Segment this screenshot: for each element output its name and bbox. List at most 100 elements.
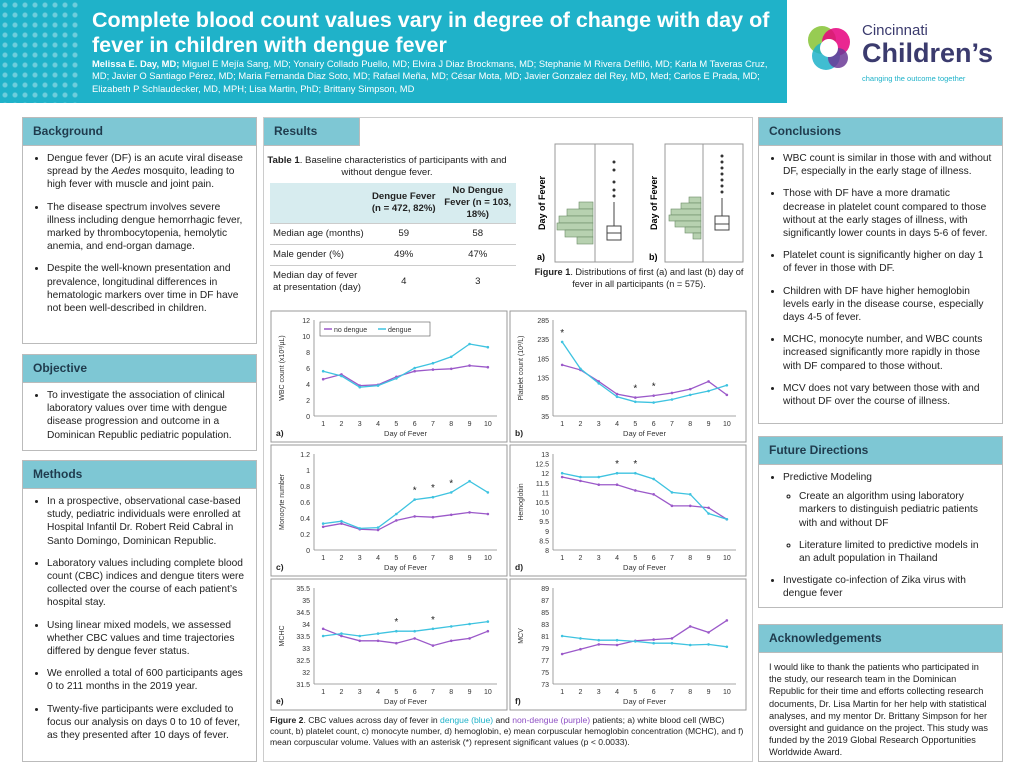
y-tick-label: 34 <box>302 622 310 629</box>
table-row: Median age (months) 59 58 <box>270 223 516 245</box>
y-tick-label: 185 <box>537 356 549 363</box>
data-point <box>670 491 674 494</box>
y-tick-label: 35.5 <box>296 586 310 593</box>
y-tick-label: 4 <box>306 382 310 389</box>
y-tick-label: 31.5 <box>296 682 310 689</box>
x-tick-label: 4 <box>376 421 380 428</box>
table1-caption: Table 1. Baseline characteristics of par… <box>262 155 512 179</box>
list-item: In a prospective, observational case-bas… <box>47 495 246 548</box>
x-tick-label: 10 <box>484 689 492 696</box>
data-point <box>395 519 398 522</box>
y-tick-label: 9 <box>545 529 549 536</box>
figure2-caption-text: . CBC values across day of fever in <box>303 715 441 725</box>
y-tick-label: 77 <box>541 658 549 665</box>
figure2-caption-and: and <box>493 715 513 725</box>
y-tick-label: 81 <box>541 634 549 641</box>
chart-frame <box>270 578 508 711</box>
x-tick-label: 7 <box>431 555 435 562</box>
fig1b-label: b) <box>649 252 658 262</box>
methods-heading: Methods <box>23 461 256 489</box>
objective-panel: Objective To investigate the association… <box>22 354 257 451</box>
author-list: Melissa E. Day, MD; Miguel E Mejía Sang,… <box>92 58 782 95</box>
data-point <box>615 483 619 487</box>
x-tick-label: 4 <box>615 555 619 562</box>
data-point <box>560 475 564 479</box>
data-point <box>615 395 619 399</box>
data-point <box>688 393 692 397</box>
future-list: Predictive Modeling Create an algorithm … <box>759 471 1002 601</box>
table1-caption-text: . Baseline characteristics of participan… <box>299 155 507 178</box>
data-point <box>615 643 619 647</box>
data-point <box>449 625 453 628</box>
x-tick-label: 9 <box>468 555 472 562</box>
x-tick-label: 9 <box>468 689 472 696</box>
x-tick-label: 4 <box>615 689 619 696</box>
y-tick-label: 32.5 <box>296 658 310 665</box>
background-list: Dengue fever (DF) is an acute viral dise… <box>23 152 256 315</box>
y-tick-label: 235 <box>537 337 549 344</box>
data-point <box>376 528 380 532</box>
y-tick-label: 89 <box>541 586 549 593</box>
data-point <box>431 368 435 371</box>
table1-caption-label: Table 1 <box>267 155 300 166</box>
data-point <box>725 645 729 649</box>
data-point <box>634 471 637 475</box>
data-point <box>670 641 674 645</box>
fig1b-outliers <box>720 154 724 194</box>
data-point <box>597 638 601 642</box>
x-tick-label: 2 <box>339 421 343 428</box>
significance-asterisk: * <box>615 459 619 470</box>
y-tick-label: 35 <box>302 598 310 605</box>
x-tick-label: 9 <box>707 555 711 562</box>
data-point <box>321 377 325 381</box>
y-tick-label: 12 <box>541 471 549 478</box>
significance-asterisk: * <box>431 483 435 494</box>
figure1-caption: Figure 1. Distributions of first (a) and… <box>534 266 744 290</box>
data-point <box>634 400 637 404</box>
data-point <box>468 637 471 640</box>
background-panel: Background Dengue fever (DF) is an acute… <box>22 117 257 344</box>
y-tick-label: 6 <box>306 366 310 373</box>
y-axis-label: WBC count (x10³/µL) <box>279 335 286 401</box>
data-point <box>321 522 325 525</box>
x-tick-label: 9 <box>468 421 472 428</box>
y-tick-label: 34.5 <box>296 610 310 617</box>
x-tick-label: 2 <box>339 555 343 562</box>
x-tick-label: 3 <box>597 421 601 428</box>
data-point <box>449 355 453 359</box>
data-point <box>449 639 453 643</box>
conclusions-heading: Conclusions <box>759 118 1002 146</box>
data-point <box>688 643 692 647</box>
x-tick-label: 1 <box>560 555 564 562</box>
list-item: Using linear mixed models, we assessed w… <box>47 619 246 659</box>
x-tick-label: 3 <box>358 421 362 428</box>
table-cell: Median age (months) <box>270 223 368 245</box>
panel-label: b) <box>515 428 523 438</box>
data-point <box>358 639 362 643</box>
objective-list: To investigate the association of clinic… <box>23 389 256 442</box>
table-header: Dengue Fever (n = 472, 82%) <box>367 183 440 224</box>
data-point <box>431 627 435 631</box>
table-cell: Male gender (%) <box>270 244 368 266</box>
series-line-no-dengue <box>323 511 488 531</box>
logo-text-main: Children’s <box>862 38 994 68</box>
x-tick-label: 2 <box>578 689 582 696</box>
x-tick-label: 7 <box>670 421 674 428</box>
logo-mark-icon <box>808 26 850 70</box>
x-tick-label: 5 <box>394 555 398 562</box>
data-point <box>376 526 380 529</box>
data-point <box>340 519 343 523</box>
list-item: MCHC, monocyte number, and WBC counts in… <box>783 333 992 373</box>
data-point <box>652 401 655 404</box>
data-point <box>560 340 564 344</box>
ack-text: I would like to thank the patients who p… <box>769 662 988 758</box>
table-header: No Dengue Fever (n = 103, 18%) <box>439 183 516 224</box>
list-item: Platelet count is significantly higher o… <box>783 249 992 275</box>
x-tick-label: 8 <box>688 421 692 428</box>
y-tick-label: 32 <box>302 670 310 677</box>
future-directions-panel: Future Directions Predictive Modeling Cr… <box>758 436 1003 608</box>
x-axis-label: Day of Fever <box>623 429 666 438</box>
series-line-dengue <box>562 472 728 520</box>
y-tick-label: 0 <box>306 548 310 555</box>
y-tick-label: 87 <box>541 598 549 605</box>
